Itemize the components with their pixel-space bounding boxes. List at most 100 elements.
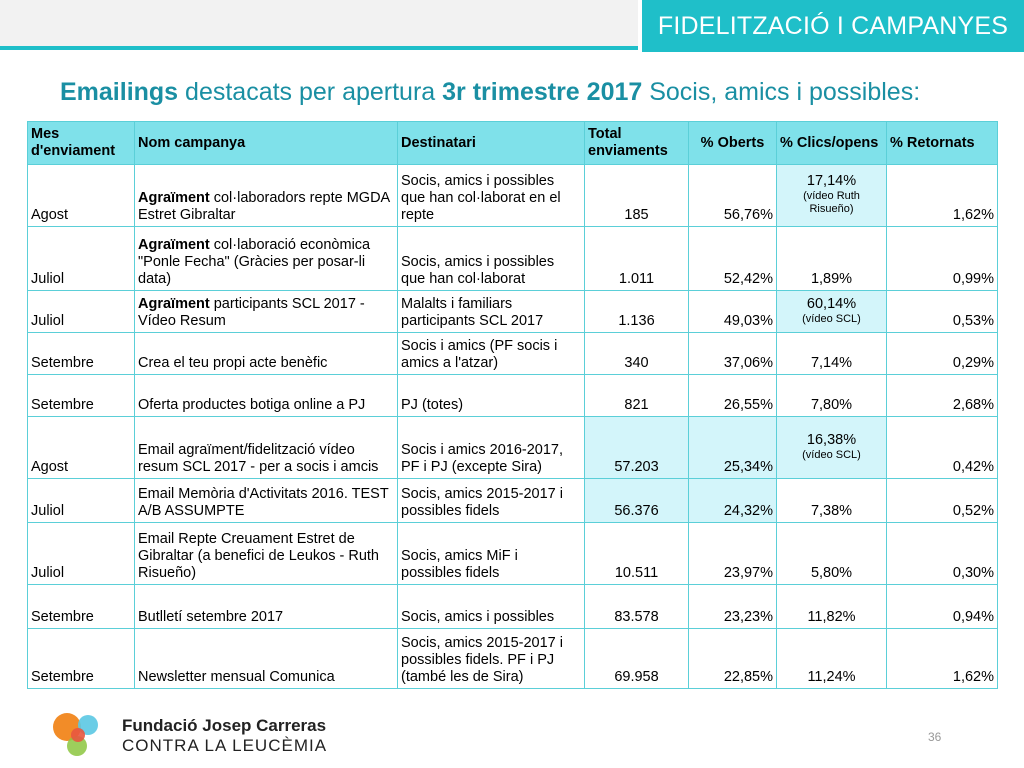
cell-retornats: 0,99% bbox=[886, 226, 998, 291]
title-bold-1: Emailings bbox=[60, 78, 179, 106]
cell-clics: 5,80% bbox=[776, 522, 887, 585]
cell-oberts: 24,32% bbox=[688, 478, 777, 523]
cell-clics: 60,14% (vídeo SCL) bbox=[776, 290, 887, 333]
cell-nom-bold: Agraïment bbox=[138, 237, 210, 253]
cell-clics: 7,38% bbox=[776, 478, 887, 523]
cell-clics-note: (vídeo Ruth Risueño) bbox=[803, 190, 860, 215]
table-row: Juliol Email Repte Creuament Estret de Gi… bbox=[27, 522, 998, 585]
cell-clics: 1,89% bbox=[776, 226, 887, 291]
cell-oberts: 23,97% bbox=[688, 522, 777, 585]
cell-destinatari: Malalts i familiars participants SCL 201… bbox=[397, 290, 585, 333]
title-text-2: Socis, amics i possibles: bbox=[642, 78, 921, 106]
cell-total: 1.011 bbox=[584, 226, 689, 291]
brand-line-2: CONTRA LA LEUCÈMIA bbox=[122, 736, 328, 755]
brand-name: Fundació Josep Carreras CONTRA LA LEUCÈM… bbox=[122, 716, 327, 756]
cell-clics-value: 5,80% bbox=[810, 565, 853, 581]
cell-nom-text: col·laboració econòmica "Ponle Fecha" (G… bbox=[138, 237, 371, 287]
col-header-clics: % Clics/opens bbox=[776, 121, 887, 165]
cell-nom-text: col·laboradors repte MGDA Estret Gibralt… bbox=[138, 190, 390, 223]
cell-total: 1.136 bbox=[584, 290, 689, 333]
cell-total: 821 bbox=[584, 374, 689, 417]
cell-nom-text: Crea el teu propi acte benèfic bbox=[138, 355, 328, 371]
table-header-row: Mes d'enviament Nom campanya Destinatari… bbox=[27, 121, 998, 165]
cell-retornats: 0,30% bbox=[886, 522, 998, 585]
cell-destinatari: Socis, amics i possibles bbox=[397, 584, 585, 629]
cell-total: 57.203 bbox=[584, 416, 689, 479]
cell-clics-value: 60,14% bbox=[806, 295, 857, 312]
logo-green-circle bbox=[67, 736, 87, 756]
cell-total: 10.511 bbox=[584, 522, 689, 585]
cell-retornats: 0,52% bbox=[886, 478, 998, 523]
cell-total: 56.376 bbox=[584, 478, 689, 523]
title-bold-2: 3r trimestre 2017 bbox=[442, 78, 643, 106]
cell-clics-value: 1,89% bbox=[810, 271, 853, 287]
cell-destinatari: Socis, amics MiF i possibles fidels bbox=[397, 522, 585, 585]
cell-mes: Setembre bbox=[27, 374, 135, 417]
table-row: Juliol Email Memòria d'Activitats 2016. T… bbox=[27, 478, 998, 523]
cell-clics-value: 7,14% bbox=[810, 355, 853, 371]
cell-destinatari: Socis i amics (PF socis i amics a l'atza… bbox=[397, 332, 585, 375]
cell-oberts: 52,42% bbox=[688, 226, 777, 291]
cell-nom: Email Repte Creuament Estret de Gibralta… bbox=[134, 522, 398, 585]
cell-oberts: 23,23% bbox=[688, 584, 777, 629]
cell-retornats: 2,68% bbox=[886, 374, 998, 417]
col-header-retornats: % Retornats bbox=[886, 121, 998, 165]
cell-oberts: 22,85% bbox=[688, 628, 777, 689]
cell-mes: Setembre bbox=[27, 628, 135, 689]
cell-clics: 16,38% (vídeo SCL) bbox=[776, 416, 887, 479]
cell-clics-value: 11,82% bbox=[807, 609, 856, 625]
cell-oberts: 37,06% bbox=[688, 332, 777, 375]
page-number: 36 bbox=[928, 730, 942, 744]
cell-retornats: 0,29% bbox=[886, 332, 998, 375]
cell-oberts: 49,03% bbox=[688, 290, 777, 333]
brand-line-1: Fundació Josep Carreras bbox=[122, 716, 327, 735]
cell-nom: Crea el teu propi acte benèfic bbox=[134, 332, 398, 375]
col-header-total: Total enviaments bbox=[584, 121, 689, 165]
table-row: Setembre Butlletí setembre 2017 Socis, ami… bbox=[27, 584, 998, 629]
emailings-table: Mes d'enviament Nom campanya Destinatari… bbox=[27, 121, 998, 689]
cell-retornats: 1,62% bbox=[886, 628, 998, 689]
cell-nom: Email Memòria d'Activitats 2016. TEST A/… bbox=[134, 478, 398, 523]
cell-nom-text: Newsletter mensual Comunica bbox=[138, 669, 335, 685]
cell-mes: Setembre bbox=[27, 332, 135, 375]
cell-nom-text: Email Memòria d'Activitats 2016. TEST A/… bbox=[138, 486, 389, 519]
col-header-oberts: % Oberts bbox=[688, 121, 777, 165]
cell-mes: Juliol bbox=[27, 290, 135, 333]
cell-destinatari: Socis i amics 2016-2017, PF i PJ (except… bbox=[397, 416, 585, 479]
cell-total: 185 bbox=[584, 164, 689, 227]
cell-mes: Juliol bbox=[27, 522, 135, 585]
col-header-destinatari: Destinatari bbox=[397, 121, 585, 165]
title-text-1: destacats per apertura bbox=[178, 78, 443, 106]
cell-destinatari: Socis, amics i possibles que han col·lab… bbox=[397, 164, 585, 227]
cell-mes: Agost bbox=[27, 164, 135, 227]
cell-nom: Email agraïment/fidelització vídeo resum… bbox=[134, 416, 398, 479]
section-label: FIDELITZACIÓ I CAMPANYES bbox=[642, 0, 1024, 52]
cell-nom-bold: Agraïment bbox=[138, 190, 210, 206]
cell-oberts: 26,55% bbox=[688, 374, 777, 417]
table-row: Juliol Agraïment col·laboració econòmica … bbox=[27, 226, 998, 291]
cell-clics-value: 17,14% bbox=[806, 173, 857, 189]
cell-oberts: 25,34% bbox=[688, 416, 777, 479]
cell-clics: 7,80% bbox=[776, 374, 887, 417]
cell-mes: Agost bbox=[27, 416, 135, 479]
cell-nom: Agraïment col·laboració econòmica "Ponle… bbox=[134, 226, 398, 291]
logo-red-circle bbox=[71, 728, 85, 742]
cell-clics-value: 7,80% bbox=[810, 397, 853, 413]
cell-nom-text: Butlletí setembre 2017 bbox=[138, 609, 284, 625]
cell-destinatari: PJ (totes) bbox=[397, 374, 585, 417]
cell-nom: Newsletter mensual Comunica bbox=[134, 628, 398, 689]
cell-clics-value: 11,24% bbox=[807, 669, 856, 685]
cell-clics: 11,24% bbox=[776, 628, 887, 689]
cell-nom-text: Oferta productes botiga online a PJ bbox=[138, 397, 366, 413]
cell-clics-note: (vídeo SCL) bbox=[802, 448, 861, 461]
cell-total: 340 bbox=[584, 332, 689, 375]
table-row: Agost Agraïment col·laboradors repte MGDA… bbox=[27, 164, 998, 227]
fundacio-logo-icon bbox=[53, 713, 98, 756]
cell-retornats: 0,53% bbox=[886, 290, 998, 333]
cell-nom-text: Email agraïment/fidelització vídeo resum… bbox=[138, 442, 379, 475]
cell-destinatari: Socis, amics 2015-2017 i possibles fidel… bbox=[397, 628, 585, 689]
cell-total: 69.958 bbox=[584, 628, 689, 689]
cell-clics: 17,14% (vídeo Ruth Risueño) bbox=[776, 164, 887, 227]
cell-destinatari: Socis, amics 2015-2017 i possibles fidel… bbox=[397, 478, 585, 523]
cell-retornats: 1,62% bbox=[886, 164, 998, 227]
